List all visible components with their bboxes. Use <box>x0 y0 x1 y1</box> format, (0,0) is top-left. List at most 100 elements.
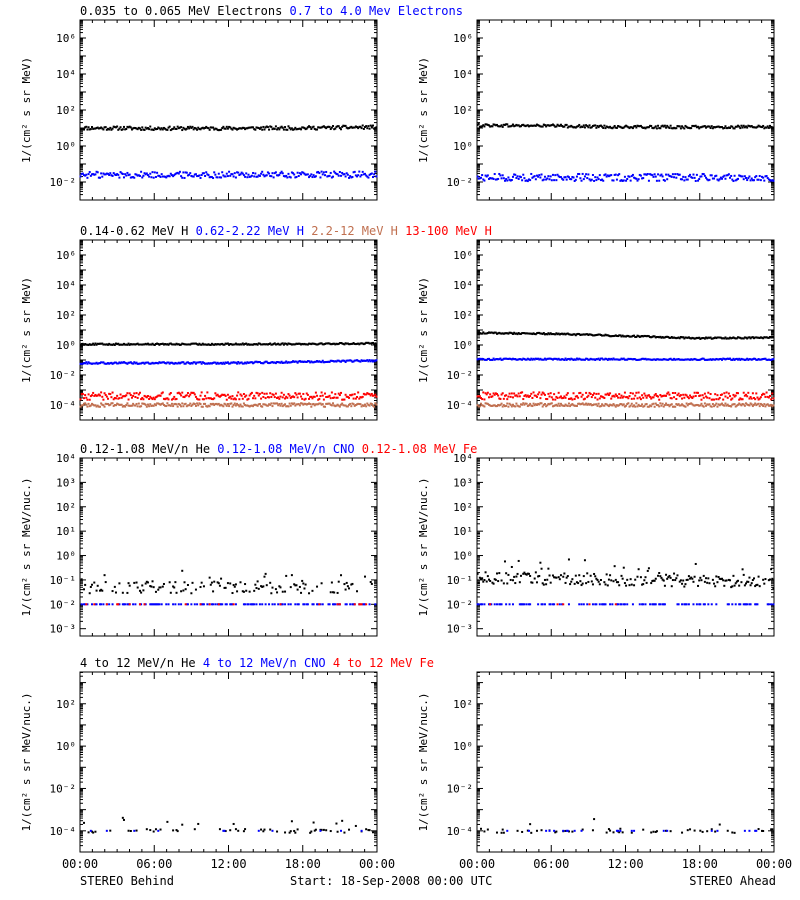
data-point <box>478 357 481 360</box>
data-point <box>111 391 114 394</box>
data-point <box>622 566 625 569</box>
data-point <box>239 403 242 406</box>
data-point <box>229 395 232 398</box>
data-point <box>511 396 514 399</box>
data-point <box>557 332 560 335</box>
data-point <box>759 402 762 405</box>
data-point <box>518 405 521 408</box>
data-point <box>276 591 279 594</box>
data-point <box>628 395 631 398</box>
data-point <box>573 582 576 585</box>
data-point <box>374 126 377 129</box>
data-point <box>261 405 264 408</box>
data-point <box>134 127 137 130</box>
data-point <box>665 402 668 405</box>
data-point <box>554 576 557 579</box>
data-point <box>715 357 718 360</box>
data-point <box>92 127 95 130</box>
data-point <box>724 336 727 339</box>
data-point <box>580 403 583 406</box>
data-point <box>665 126 668 129</box>
data-point <box>232 361 235 364</box>
data-point <box>173 362 176 365</box>
data-point <box>185 171 188 174</box>
data-point <box>629 357 632 360</box>
data-point <box>742 403 745 406</box>
data-point <box>109 393 112 396</box>
data-point <box>289 396 292 399</box>
data-point <box>306 343 309 346</box>
data-point <box>771 126 774 129</box>
data-point <box>668 358 671 361</box>
data-point <box>296 342 299 345</box>
data-point <box>603 124 606 127</box>
data-point <box>685 125 688 128</box>
data-point <box>169 342 172 345</box>
data-point <box>551 123 554 126</box>
data-point <box>591 393 594 396</box>
data-point <box>278 173 281 176</box>
data-point <box>364 393 367 396</box>
data-point <box>506 582 509 585</box>
data-point <box>601 334 604 337</box>
data-point <box>674 392 677 395</box>
data-point <box>567 357 570 360</box>
data-point <box>530 392 533 395</box>
data-point <box>605 125 608 128</box>
data-point <box>597 357 600 360</box>
data-point <box>345 359 348 362</box>
data-point <box>200 391 203 394</box>
data-point <box>286 405 289 408</box>
data-point <box>516 333 519 336</box>
data-point <box>670 127 673 130</box>
data-point <box>733 337 736 340</box>
data-point <box>240 394 243 397</box>
data-point <box>202 172 205 175</box>
data-point <box>765 175 768 178</box>
data-point <box>246 404 249 407</box>
data-point <box>605 403 608 406</box>
data-point <box>94 393 97 396</box>
data-point <box>636 397 639 400</box>
data-point <box>327 603 330 606</box>
data-point <box>570 403 573 406</box>
data-point <box>354 359 357 362</box>
data-point <box>641 583 644 586</box>
data-point <box>582 333 585 336</box>
data-point <box>721 358 724 361</box>
data-point <box>287 342 290 345</box>
data-point <box>116 362 119 365</box>
data-point <box>280 342 283 345</box>
data-point <box>320 342 323 345</box>
data-point <box>178 343 181 346</box>
data-point <box>628 405 631 408</box>
data-point <box>145 405 148 408</box>
data-point <box>689 173 692 176</box>
data-point <box>332 125 335 128</box>
data-point <box>482 358 485 361</box>
data-point <box>192 391 195 394</box>
data-point <box>590 580 593 583</box>
data-point <box>106 402 109 405</box>
data-point <box>630 397 633 400</box>
data-point <box>290 574 293 577</box>
data-point <box>370 342 373 345</box>
data-point <box>653 579 656 582</box>
data-point <box>180 603 183 606</box>
data-point <box>659 127 662 130</box>
data-point <box>570 333 573 336</box>
data-point <box>172 405 175 408</box>
data-point <box>322 361 325 364</box>
data-point <box>222 174 225 177</box>
data-point <box>226 403 229 406</box>
data-point <box>509 179 512 182</box>
y-axis-label: 1/(cm² s sr MeV) <box>20 277 33 383</box>
data-point <box>136 405 139 408</box>
data-point <box>566 358 569 361</box>
data-point <box>340 574 343 577</box>
data-point <box>274 125 277 128</box>
data-point <box>196 175 199 178</box>
y-tick-label: 10⁶ <box>453 249 473 262</box>
data-point <box>686 358 689 361</box>
data-point <box>486 402 489 405</box>
